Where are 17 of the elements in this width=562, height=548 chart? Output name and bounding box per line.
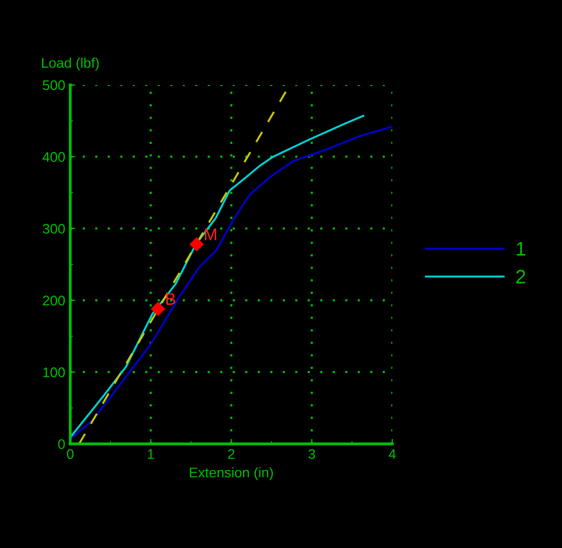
annotation: B xyxy=(166,293,176,305)
x-tick-label: 2 xyxy=(228,449,234,459)
x-tick-label: 1 xyxy=(148,449,154,459)
legend-label: 1 xyxy=(516,242,526,256)
y-tick-label: 200 xyxy=(42,296,65,306)
y-axis-title: Load (lbf) xyxy=(42,58,99,71)
y-tick-label: 500 xyxy=(42,80,65,90)
annotation: M xyxy=(204,228,216,240)
x-axis-title: Extension (in) xyxy=(190,467,273,480)
legend-label: 2 xyxy=(516,270,526,284)
y-tick-label: 400 xyxy=(42,152,65,162)
y-tick-label: 300 xyxy=(42,224,65,234)
y-tick-label: 0 xyxy=(58,439,65,450)
x-tick-label: 0 xyxy=(66,449,74,459)
x-tick-label: 4 xyxy=(388,449,396,459)
x-tick-label: 3 xyxy=(308,449,316,459)
y-tick-label: 100 xyxy=(43,367,65,378)
